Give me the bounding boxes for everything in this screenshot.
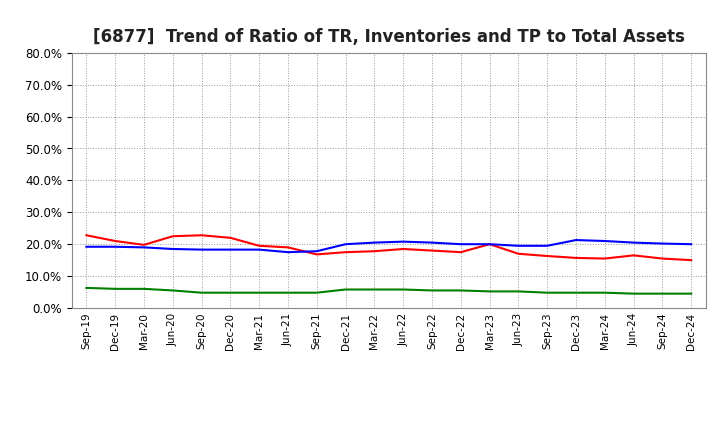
Trade Receivables [485,242,494,247]
Inventories [255,247,264,252]
Line: Inventories: Inventories [86,240,691,252]
Trade Receivables [428,248,436,253]
Inventories [168,246,177,252]
Trade Payables [140,286,148,291]
Trade Receivables [572,255,580,260]
Trade Payables [600,290,609,295]
Trade Payables [284,290,292,295]
Trade Payables [428,288,436,293]
Trade Payables [629,291,638,296]
Trade Payables [341,287,350,292]
Trade Payables [168,288,177,293]
Inventories [572,238,580,243]
Trade Payables [370,287,379,292]
Trade Payables [399,287,408,292]
Trade Receivables [370,249,379,254]
Trade Receivables [687,257,696,263]
Inventories [687,242,696,247]
Inventories [82,244,91,249]
Trade Receivables [341,249,350,255]
Inventories [341,242,350,247]
Inventories [428,240,436,245]
Legend: Trade Receivables, Inventories, Trade Payables: Trade Receivables, Inventories, Trade Pa… [170,437,608,440]
Trade Receivables [629,253,638,258]
Trade Payables [197,290,206,295]
Inventories [312,249,321,254]
Trade Receivables [255,243,264,249]
Trade Receivables [543,253,552,259]
Inventories [485,242,494,247]
Trade Payables [312,290,321,295]
Trade Payables [111,286,120,291]
Trade Receivables [284,245,292,250]
Trade Payables [485,289,494,294]
Inventories [399,239,408,244]
Inventories [226,247,235,252]
Inventories [658,241,667,246]
Trade Receivables [226,235,235,240]
Inventories [197,247,206,252]
Inventories [370,240,379,245]
Trade Receivables [82,233,91,238]
Line: Trade Receivables: Trade Receivables [86,235,691,260]
Trade Receivables [197,233,206,238]
Line: Trade Payables: Trade Payables [86,288,691,293]
Trade Receivables [658,256,667,261]
Trade Receivables [168,234,177,239]
Inventories [284,249,292,255]
Inventories [543,243,552,249]
Trade Payables [226,290,235,295]
Trade Payables [456,288,465,293]
Inventories [140,245,148,250]
Inventories [111,244,120,249]
Inventories [456,242,465,247]
Trade Payables [82,285,91,290]
Trade Receivables [111,238,120,244]
Inventories [629,240,638,245]
Trade Payables [687,291,696,296]
Trade Payables [658,291,667,296]
Title: [6877]  Trend of Ratio of TR, Inventories and TP to Total Assets: [6877] Trend of Ratio of TR, Inventories… [93,28,685,46]
Inventories [514,243,523,249]
Trade Receivables [312,252,321,257]
Trade Receivables [399,246,408,252]
Trade Payables [572,290,580,295]
Trade Receivables [514,251,523,257]
Trade Payables [514,289,523,294]
Trade Receivables [140,242,148,247]
Trade Payables [543,290,552,295]
Trade Payables [255,290,264,295]
Trade Receivables [456,249,465,255]
Trade Receivables [600,256,609,261]
Inventories [600,238,609,244]
